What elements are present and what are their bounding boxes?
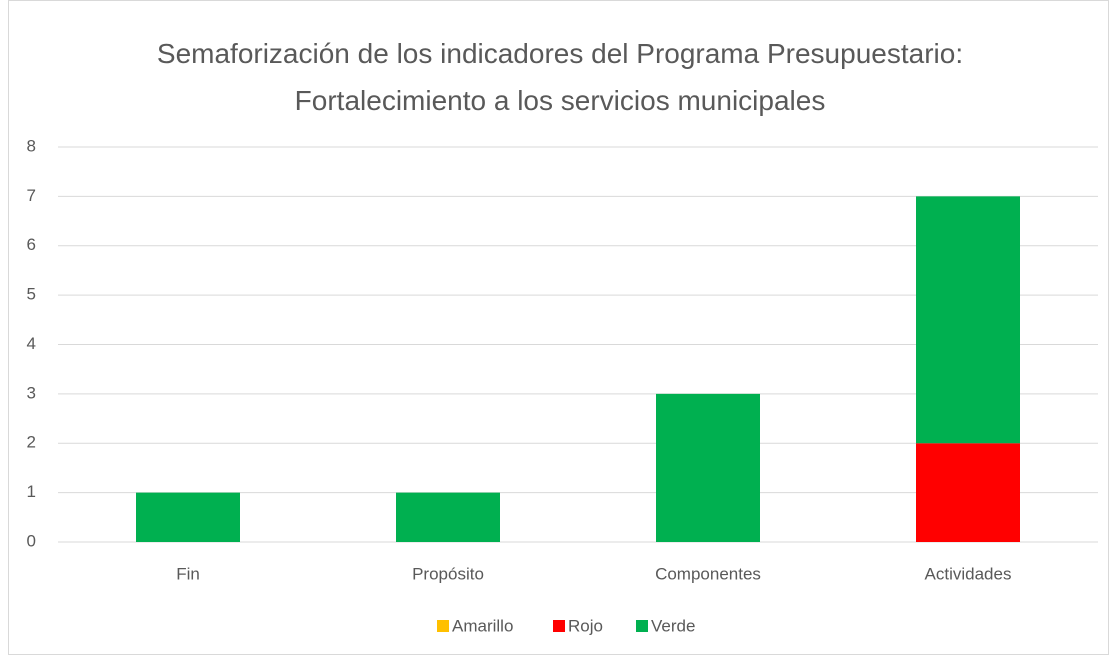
x-tick-label: Fin [176, 564, 200, 583]
y-tick-label: 7 [27, 186, 36, 205]
legend-label: Verde [651, 616, 695, 635]
y-tick-label: 0 [27, 531, 36, 550]
y-tick-label: 6 [27, 235, 36, 254]
y-tick-label: 5 [27, 285, 36, 304]
chart-title: Semaforización de los indicadores del Pr… [156, 38, 964, 116]
bar-segment [136, 492, 240, 542]
x-tick-label: Componentes [655, 564, 761, 583]
bar-segment [916, 443, 1020, 542]
chart-frame [8, 0, 1109, 655]
bar-segment [916, 196, 1020, 444]
x-tick-label: Propósito [412, 564, 484, 583]
y-tick-label: 4 [27, 334, 36, 353]
y-tick-label: 3 [27, 383, 36, 402]
x-tick-label: Actividades [925, 564, 1012, 583]
legend-swatch [437, 620, 449, 632]
legend-swatch [553, 620, 565, 632]
y-tick-label: 8 [27, 136, 36, 155]
legend-label: Rojo [568, 616, 603, 635]
legend-label: Amarillo [452, 616, 513, 635]
y-tick-label: 2 [27, 433, 36, 452]
bar-segment [396, 492, 500, 542]
bar-segment [656, 393, 760, 542]
legend-swatch [636, 620, 648, 632]
y-tick-label: 1 [27, 482, 36, 501]
